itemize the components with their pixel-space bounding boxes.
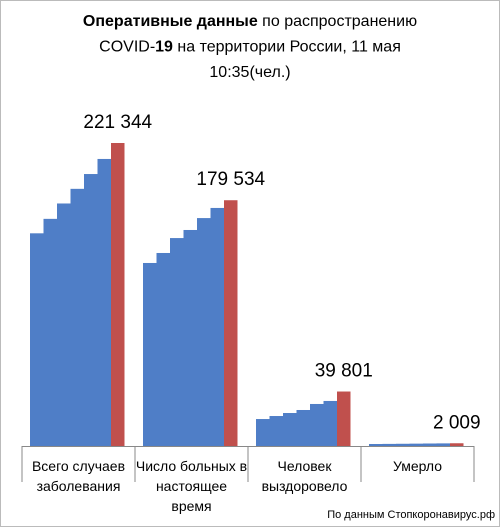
x-tick-label: Число больных в настоящее время [135,458,248,514]
value-label: 179 534 [196,169,265,190]
bar [310,403,324,446]
title-part: 19 [155,39,173,56]
bar [111,143,125,446]
bar [337,391,351,446]
title-part: на территории России, 11 мая [173,39,401,56]
value-label: 221 344 [83,112,152,133]
bar [30,233,44,446]
chart-title: Оперативные данные по распространению [83,13,417,30]
bar [156,252,170,446]
bar [256,419,270,446]
bar [283,413,297,446]
bar [84,174,98,446]
title-part: 10:35(чел.) [209,64,290,81]
bar [143,262,157,446]
value-label: 2 009 [433,412,481,433]
bar [70,188,84,446]
bar [224,200,238,446]
x-tick-label: Всего случаев заболевания [31,458,126,494]
title-part: Оперативные данные [83,13,258,30]
bar [296,409,310,446]
bar [396,443,410,446]
bar [423,443,437,446]
bar [269,416,283,446]
bar [323,400,337,446]
bar [43,218,57,446]
x-tick-label: Человек выздоровело [261,458,348,494]
bar [57,203,71,446]
bar [450,443,464,446]
title-part: COVID- [99,39,155,56]
source: По данным Стопкоронавирус.рф [327,509,495,521]
bar [170,238,184,446]
bar [97,158,111,447]
x-tick-label: Умерло [392,458,443,474]
chart-title: COVID-19 на территории России, 11 мая [99,39,401,56]
bar [210,207,224,446]
bar [436,443,450,446]
title-part: по распространению [258,13,417,30]
bar [382,443,396,446]
bar [369,444,383,446]
bar [197,218,211,446]
value-label: 39 801 [315,361,373,382]
chart-title: 10:35(чел.) [209,64,290,81]
bar [409,443,423,446]
bar [183,229,197,446]
